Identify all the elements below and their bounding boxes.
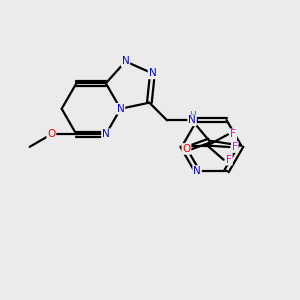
Text: O: O: [182, 144, 190, 154]
Text: N: N: [188, 116, 196, 125]
Text: H: H: [189, 111, 196, 120]
Text: F: F: [226, 155, 232, 165]
Text: N: N: [148, 68, 156, 78]
Text: N: N: [122, 56, 129, 66]
Text: O: O: [47, 129, 56, 139]
Text: F: F: [232, 142, 238, 152]
Text: N: N: [102, 129, 110, 139]
Text: F: F: [230, 129, 236, 140]
Text: N: N: [117, 104, 124, 114]
Text: N: N: [193, 166, 201, 176]
